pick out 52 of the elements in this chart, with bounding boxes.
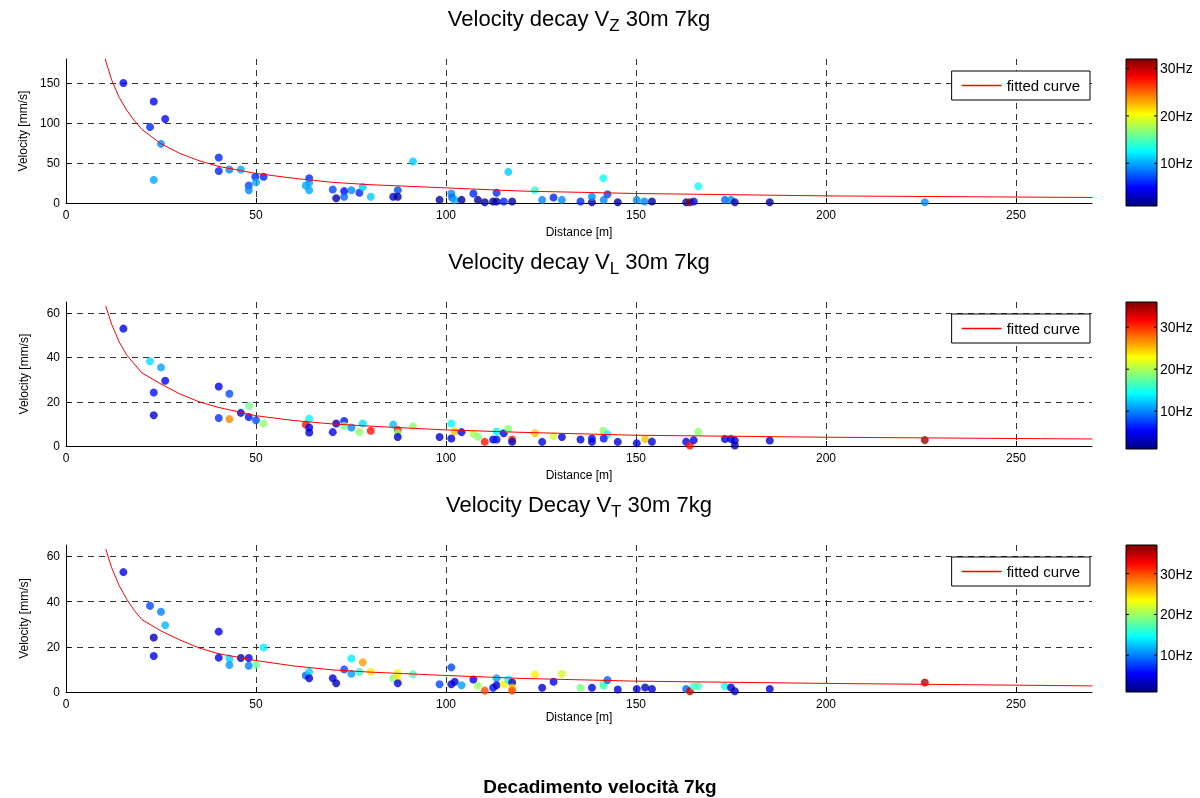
y-tick-label: 100	[39, 116, 61, 131]
x-axis-title: Distance [m]	[545, 468, 613, 482]
color-bar-label: 10Hz	[1160, 155, 1193, 172]
y-tick-label: 150	[39, 76, 61, 91]
color-bar-label: 30Hz	[1160, 319, 1193, 336]
x-tick-label: 200	[815, 451, 837, 466]
color-bar-label: 30Hz	[1160, 565, 1193, 582]
x-tick-label: 200	[815, 697, 837, 711]
x-tick-label: 150	[625, 208, 647, 223]
y-axis-title: Velocity [mm/s]	[16, 90, 31, 172]
x-tick-label: 150	[625, 697, 647, 711]
line-series	[105, 305, 1093, 440]
y-tick-label: 40	[46, 594, 61, 609]
x-tick-label: 150	[625, 451, 647, 466]
color-bar-label: 20Hz	[1160, 361, 1193, 378]
x-tick-label: 250	[1005, 697, 1027, 711]
y-tick-label: 40	[46, 350, 61, 365]
x-tick-label: 0	[62, 697, 70, 711]
y-tick-label: 0	[53, 685, 61, 699]
y-tick-label: 60	[46, 549, 61, 564]
x-axis-title: Distance [m]	[545, 709, 613, 724]
legend-label: fitted curve	[1006, 77, 1081, 94]
x-tick-label: 50	[249, 697, 263, 711]
x-tick-label: 50	[249, 451, 263, 466]
x-tick-label: 100	[435, 451, 457, 466]
x-tick-label: 50	[249, 208, 263, 223]
line-series	[105, 549, 1093, 687]
y-tick-label: 50	[46, 156, 61, 171]
color-bar-label: 30Hz	[1160, 60, 1193, 77]
text: Decadimento velocità 7kg	[483, 775, 717, 797]
color-bar-label: 20Hz	[1160, 107, 1193, 124]
y-tick-label: 20	[46, 394, 61, 409]
y-axis-title: Velocity [mm/s]	[17, 333, 31, 415]
x-tick-label: 200	[815, 208, 837, 223]
chart-title: Velocity decay V$_{Z}$ 30m 7kg	[446, 6, 712, 37]
color-bar-label: 10Hz	[1160, 647, 1193, 664]
color-bar-label: 20Hz	[1160, 606, 1193, 623]
y-axis-title: Velocity [mm/s]	[17, 578, 31, 659]
legend-label: fitted curve	[1006, 563, 1081, 580]
chart-title: Velocity Decay V$_{T}$ 30m 7kg	[445, 492, 713, 523]
color-bar-label: 10Hz	[1160, 403, 1193, 420]
legend-label: fitted curve	[1006, 320, 1081, 337]
x-tick-label: 100	[435, 208, 457, 223]
x-tick-label: 250	[1005, 451, 1027, 466]
x-tick-label: 100	[435, 697, 457, 711]
y-tick-label: 0	[53, 196, 61, 211]
y-tick-label: 20	[46, 639, 61, 654]
y-tick-label: 0	[53, 439, 61, 454]
x-tick-label: 250	[1005, 208, 1027, 223]
y-tick-label: 60	[46, 306, 61, 321]
x-axis-title: Distance [m]	[545, 225, 613, 239]
chart-title: Velocity decay V$_{L}$ 30m 7kg	[447, 249, 711, 280]
